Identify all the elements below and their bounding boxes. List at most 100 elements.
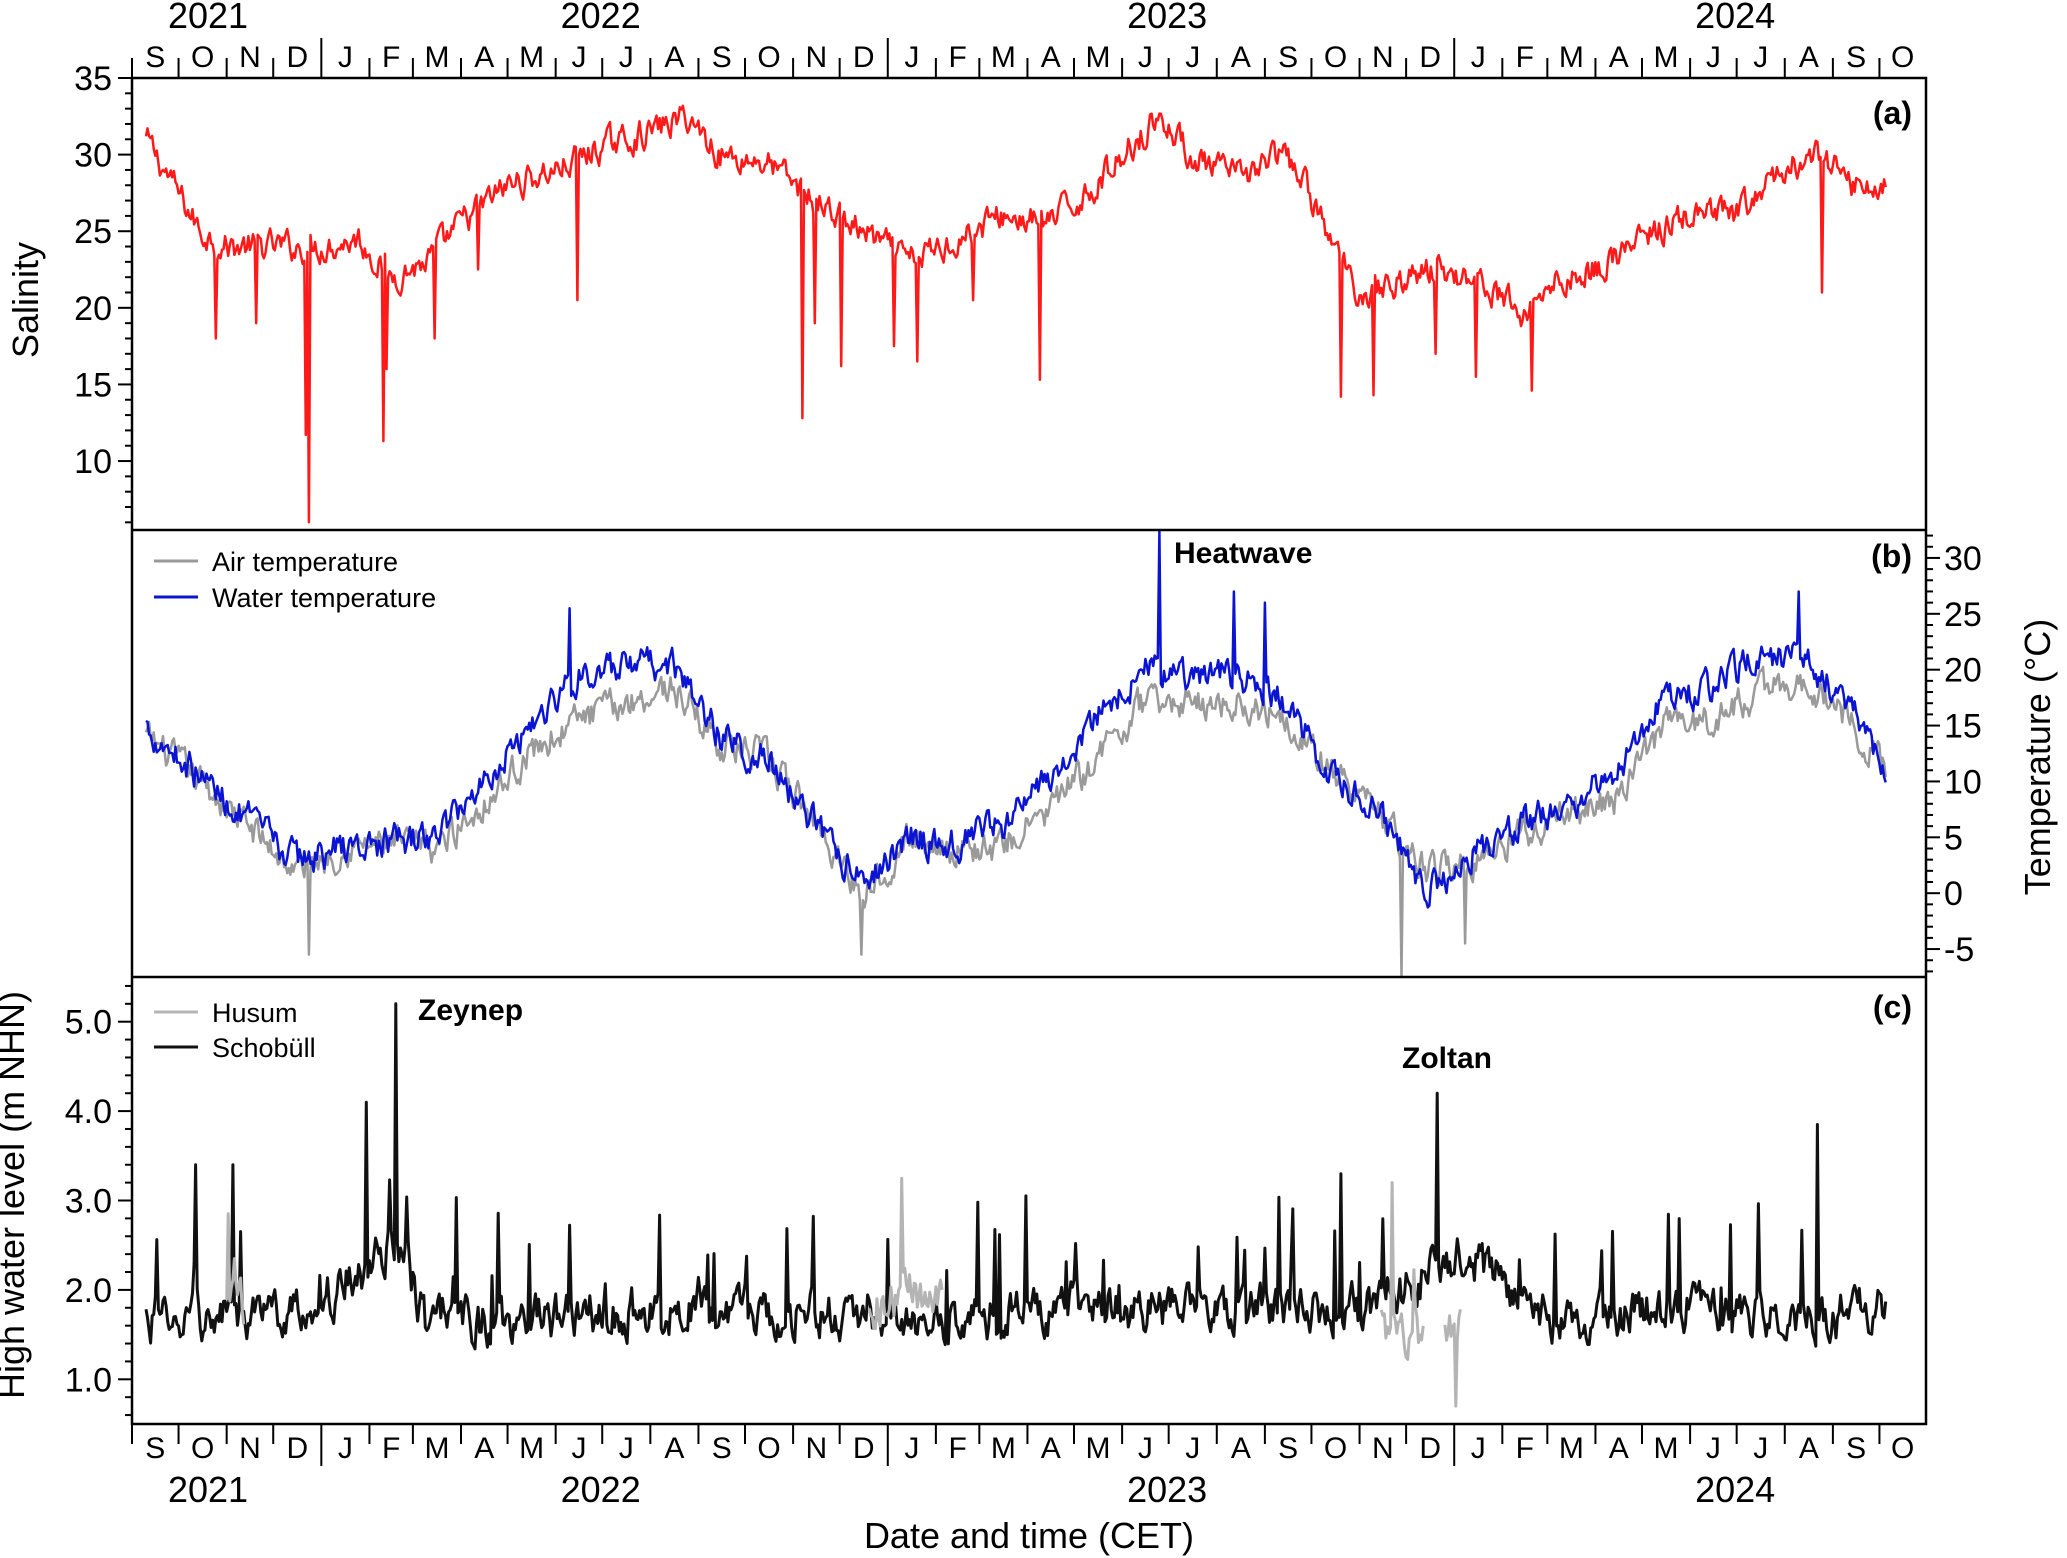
bottom-month-label: J xyxy=(904,1432,919,1465)
legend-water-label: Water temperature xyxy=(212,583,436,613)
bottom-month-label: M xyxy=(1086,1432,1111,1465)
heatwave-label: Heatwave xyxy=(1174,537,1312,570)
top-month-label: J xyxy=(1753,41,1768,74)
y-tick-label: 35 xyxy=(74,60,112,98)
y-tick-label: 2.0 xyxy=(65,1272,112,1310)
top-month-label: J xyxy=(1185,41,1200,74)
top-month-label: A xyxy=(1799,41,1819,74)
bottom-month-label: A xyxy=(1041,1432,1061,1465)
y-tick-label: 5.0 xyxy=(65,1004,112,1042)
y-tick-label: 15 xyxy=(1944,708,1982,746)
bottom-month-label: S xyxy=(145,1432,165,1465)
top-month-label: F xyxy=(1516,41,1534,74)
bottom-month-label: F xyxy=(948,1432,966,1465)
bottom-month-label: M xyxy=(519,1432,544,1465)
schob-ll-series-line xyxy=(144,1002,1888,1351)
bottom-month-label: J xyxy=(1471,1432,1486,1465)
y-tick-label: 30 xyxy=(74,137,112,175)
top-month-label: O xyxy=(1324,41,1347,74)
bottom-month-label: M xyxy=(991,1432,1016,1465)
top-month-label: M xyxy=(1086,41,1111,74)
panel-a-salinity: 10 15 20 25 30 35 Salinity (a) xyxy=(5,60,1912,524)
zeynep-label: Zeynep xyxy=(418,994,523,1027)
bottom-month-label: A xyxy=(664,1432,684,1465)
top-month-label: M xyxy=(519,41,544,74)
y-tick-label: 10 xyxy=(1944,763,1982,801)
panel-b-temperature: -5 0 5 10 15 20 25 30 Temperature (°C) (b) Air … xyxy=(144,529,2058,978)
top-month-label: S xyxy=(712,41,732,74)
bottom-month-label: S xyxy=(1846,1432,1866,1465)
y-tick-label: 10 xyxy=(74,443,112,481)
top-month-label: N xyxy=(1372,41,1394,74)
y-tick-label: 25 xyxy=(1944,596,1982,634)
y-tick-label: 5 xyxy=(1944,819,1963,857)
bottom-month-label: M xyxy=(424,1432,449,1465)
top-month-label: M xyxy=(1654,41,1679,74)
panel-c-tag: (c) xyxy=(1873,989,1912,1025)
bottom-month-label: S xyxy=(1278,1432,1298,1465)
legend-air-label: Air temperature xyxy=(212,547,398,577)
top-month-label: D xyxy=(286,41,308,74)
top-month-label: N xyxy=(239,41,261,74)
y-tick-label: 15 xyxy=(74,366,112,404)
top-month-label: S xyxy=(145,41,165,74)
bottom-month-label: N xyxy=(239,1432,261,1465)
bottom-year-label: 2024 xyxy=(1695,1469,1775,1510)
bottom-month-label: D xyxy=(286,1432,308,1465)
water-temperature-series-line xyxy=(145,529,1887,909)
salinity-axis-title: Salinity xyxy=(5,242,46,358)
legend-husum-label: Husum xyxy=(212,998,298,1028)
bottom-month-label: D xyxy=(1419,1432,1441,1465)
y-tick-label: 25 xyxy=(74,213,112,251)
top-month-label: D xyxy=(1419,41,1441,74)
y-tick-label: -5 xyxy=(1944,931,1974,969)
panel-b-tag: (b) xyxy=(1871,538,1912,574)
bottom-month-label: S xyxy=(712,1432,732,1465)
husum-series-line xyxy=(1443,1309,1462,1408)
salinity-y-axis: 10 15 20 25 30 35 xyxy=(74,60,132,524)
top-month-label: J xyxy=(338,41,353,74)
bottom-month-label: O xyxy=(757,1432,780,1465)
top-month-label: M xyxy=(991,41,1016,74)
bottom-month-label: J xyxy=(1753,1432,1768,1465)
salinity-series-line xyxy=(144,104,1887,524)
bottom-month-label: A xyxy=(474,1432,494,1465)
top-month-label: F xyxy=(948,41,966,74)
y-tick-label: 30 xyxy=(1944,540,1982,578)
bottom-month-label: J xyxy=(571,1432,586,1465)
bottom-month-label: D xyxy=(853,1432,875,1465)
bottom-month-label: F xyxy=(1516,1432,1534,1465)
top-month-label: J xyxy=(619,41,634,74)
husum-series-line xyxy=(1379,1181,1425,1361)
zoltan-label: Zoltan xyxy=(1402,1042,1492,1075)
top-year-label: 2023 xyxy=(1127,0,1207,36)
bottom-month-label: J xyxy=(1185,1432,1200,1465)
top-month-label: O xyxy=(757,41,780,74)
plot-frame xyxy=(130,76,1928,1426)
temperature-y-axis: -5 0 5 10 15 20 25 30 xyxy=(1926,534,1982,973)
bottom-month-label: N xyxy=(806,1432,828,1465)
bottom-year-label: 2022 xyxy=(561,1469,641,1510)
bottom-month-label: O xyxy=(1891,1432,1914,1465)
top-month-label: A xyxy=(1609,41,1629,74)
water-level-y-axis: 1.0 2.0 3.0 4.0 5.0 xyxy=(65,984,132,1417)
legend-schobuell-label: Schobüll xyxy=(212,1033,316,1063)
top-month-label: A xyxy=(1231,41,1251,74)
bottom-month-label: J xyxy=(338,1432,353,1465)
bottom-date-axis: S O N D J F M A M J J A S O N D J F M A M J J A S O N D J F M A M J J A S O20… xyxy=(131,1424,1914,1510)
top-month-label: J xyxy=(1138,41,1153,74)
top-month-label: F xyxy=(382,41,400,74)
top-month-label: M xyxy=(1559,41,1584,74)
bottom-month-label: N xyxy=(1372,1432,1394,1465)
top-year-label: 2024 xyxy=(1695,0,1775,36)
top-month-label: S xyxy=(1846,41,1866,74)
bottom-month-label: F xyxy=(382,1432,400,1465)
top-month-label: J xyxy=(571,41,586,74)
top-year-label: 2021 xyxy=(168,0,248,36)
top-month-label: O xyxy=(1891,41,1914,74)
bottom-month-label: O xyxy=(191,1432,214,1465)
x-axis-title: Date and time (CET) xyxy=(864,1515,1194,1556)
bottom-month-label: A xyxy=(1799,1432,1819,1465)
husum-series-line xyxy=(225,1212,246,1325)
bottom-month-label: A xyxy=(1609,1432,1629,1465)
